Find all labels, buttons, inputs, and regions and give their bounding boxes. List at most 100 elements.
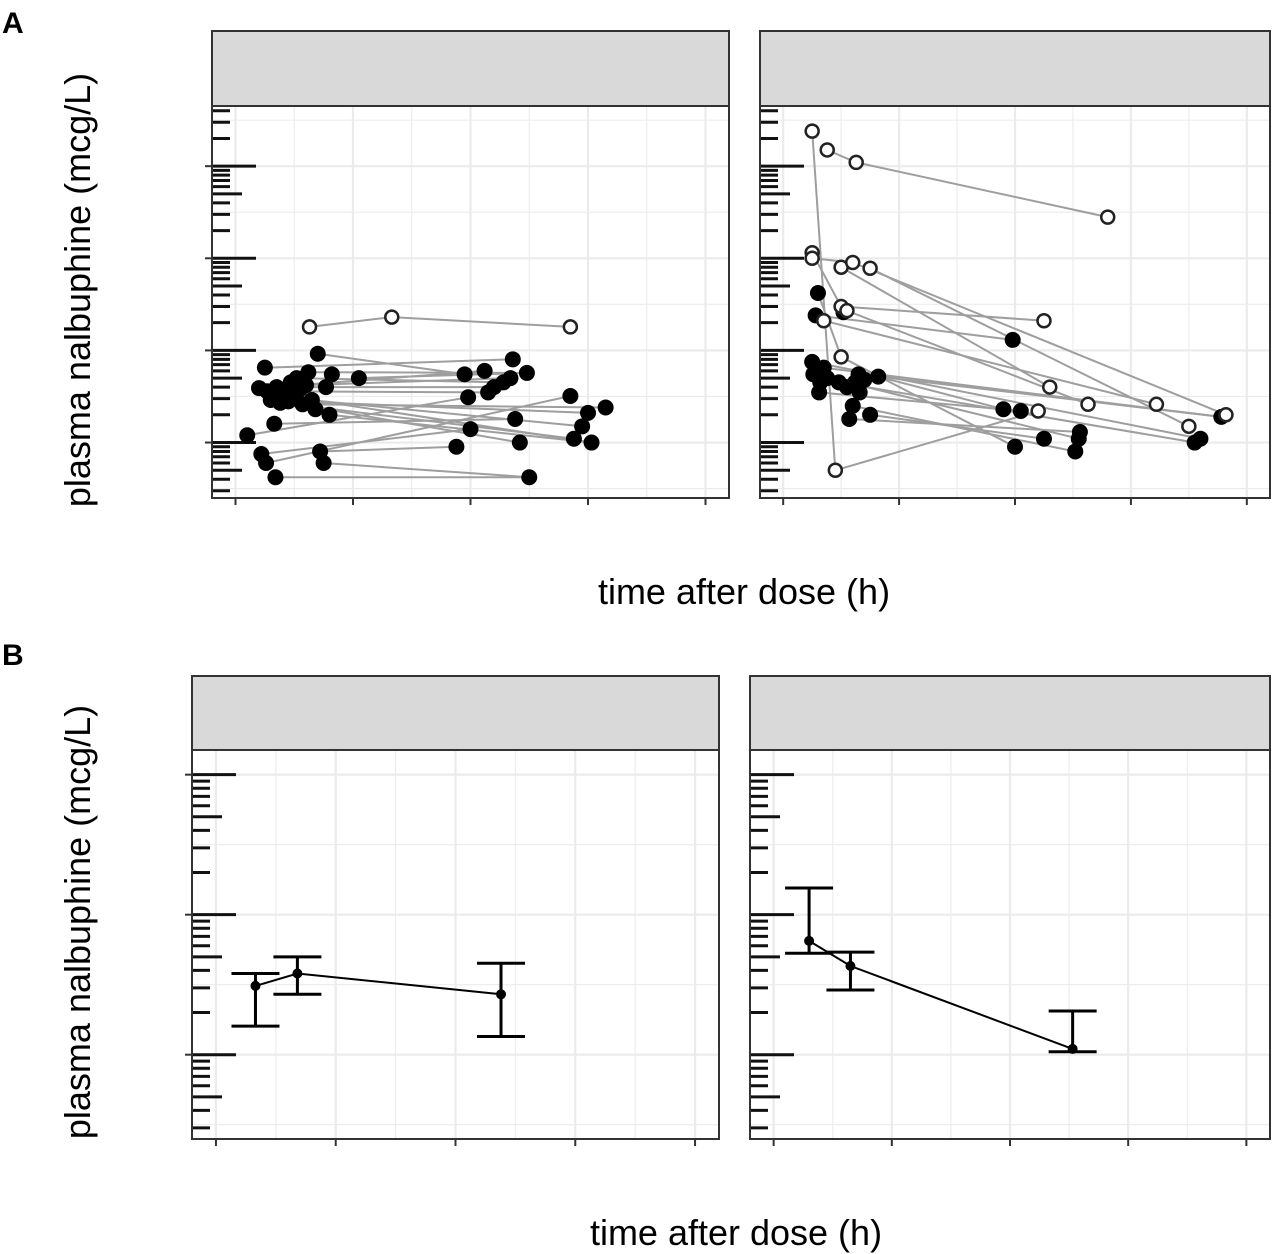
- data-point-filled: [350, 370, 367, 387]
- data-point-filled: [565, 430, 582, 447]
- data-point-open: [1080, 396, 1096, 413]
- data-point-open: [833, 349, 849, 365]
- data-point-filled: [511, 434, 528, 451]
- panel-tag-b: B: [2, 639, 24, 672]
- mean-point: [250, 980, 261, 991]
- subject-line: [294, 397, 583, 428]
- data-point-filled: [1035, 430, 1052, 447]
- data-point-filled: [521, 469, 538, 486]
- data-point-filled: [809, 285, 826, 302]
- mean-point: [804, 935, 815, 946]
- subject-line: [302, 403, 606, 409]
- data-point-open: [1181, 418, 1197, 435]
- data-point-open: [827, 462, 844, 479]
- facet-strip: [759, 30, 1271, 107]
- facet-0-0: [205, 30, 730, 505]
- subject-line: [323, 462, 530, 479]
- data-point-filled: [298, 377, 314, 394]
- data-point-open: [301, 319, 318, 335]
- data-point-filled: [597, 399, 614, 416]
- data-point-open: [804, 123, 820, 139]
- data-point-filled: [862, 406, 879, 423]
- panel-tag-a: A: [2, 7, 24, 40]
- data-point-filled: [518, 364, 535, 381]
- data-point-filled: [456, 366, 473, 383]
- panel-b-x-axis-title: time after dose (h): [590, 1212, 882, 1253]
- data-point-filled: [851, 384, 868, 401]
- mean-point: [496, 989, 507, 1000]
- data-point-open: [1036, 312, 1052, 329]
- data-point-open: [819, 142, 835, 158]
- mean-point: [1067, 1043, 1078, 1054]
- mean-point: [292, 968, 303, 979]
- data-point-filled: [1067, 443, 1084, 460]
- data-point-open: [848, 154, 864, 171]
- data-point-open: [804, 250, 820, 267]
- data-point-open: [844, 254, 861, 271]
- data-point-filled: [562, 388, 579, 405]
- data-point-filled: [460, 389, 477, 406]
- mean-point: [845, 960, 856, 971]
- subject-line: [305, 377, 511, 387]
- data-point-filled: [256, 359, 273, 376]
- panel-a-x-axis-title: time after dose (h): [598, 571, 890, 612]
- data-point-filled: [1012, 402, 1029, 419]
- subject-line: [311, 398, 592, 444]
- data-point-filled: [583, 434, 600, 451]
- subject-line: [823, 319, 1157, 406]
- data-point-filled: [266, 415, 283, 432]
- data-point-filled: [507, 411, 524, 428]
- data-point-filled: [321, 406, 338, 423]
- facet-1-0: [185, 675, 720, 1146]
- data-point-open: [1218, 407, 1234, 423]
- data-point-filled: [448, 438, 465, 455]
- data-point-open: [862, 260, 878, 276]
- subject-line: [877, 375, 1004, 411]
- data-point-filled: [239, 427, 256, 444]
- data-point-filled: [856, 371, 873, 388]
- data-point-filled: [476, 362, 493, 379]
- subject-line: [815, 314, 1013, 341]
- data-point-filled: [1007, 438, 1023, 455]
- data-point-filled: [870, 368, 887, 385]
- data-point-open: [816, 312, 832, 329]
- data-point-filled: [1004, 331, 1021, 348]
- panel-b-y-axis-title: plasma nalbuphine (mcg/L): [57, 705, 98, 1139]
- subject-line: [247, 396, 469, 437]
- subject-line: [317, 352, 465, 376]
- subject-line: [320, 445, 457, 453]
- facet-0-1: [759, 30, 1271, 505]
- data-point-filled: [1192, 430, 1209, 447]
- data-point-open: [1148, 396, 1165, 413]
- data-point-open: [1042, 379, 1058, 395]
- facet-strip: [749, 675, 1271, 751]
- data-point-filled: [502, 370, 519, 387]
- data-point-filled: [267, 469, 284, 486]
- data-point-filled: [504, 351, 521, 368]
- data-point-filled: [580, 404, 596, 421]
- subject-line: [840, 266, 1051, 388]
- data-point-open: [562, 319, 579, 335]
- facet-strip: [191, 675, 720, 751]
- data-point-filled: [309, 345, 326, 362]
- data-point-open: [839, 302, 855, 319]
- facet-strip: [211, 30, 730, 107]
- subject-line: [358, 371, 527, 380]
- subject-line: [329, 413, 592, 444]
- subject-line: [308, 371, 527, 374]
- data-point-open: [1030, 403, 1046, 419]
- subject-line: [849, 418, 1080, 433]
- data-point-filled: [844, 397, 861, 414]
- data-point-open: [1099, 209, 1116, 225]
- data-point-filled: [315, 454, 332, 471]
- data-point-filled: [1071, 424, 1088, 441]
- data-point-filled: [323, 366, 340, 383]
- data-point-filled: [841, 411, 858, 428]
- data-point-filled: [462, 421, 479, 438]
- data-point-open: [384, 309, 400, 325]
- data-point-filled: [300, 364, 317, 381]
- data-point-filled: [995, 401, 1012, 418]
- data-point-filled: [574, 418, 591, 435]
- data-point-filled: [258, 454, 275, 471]
